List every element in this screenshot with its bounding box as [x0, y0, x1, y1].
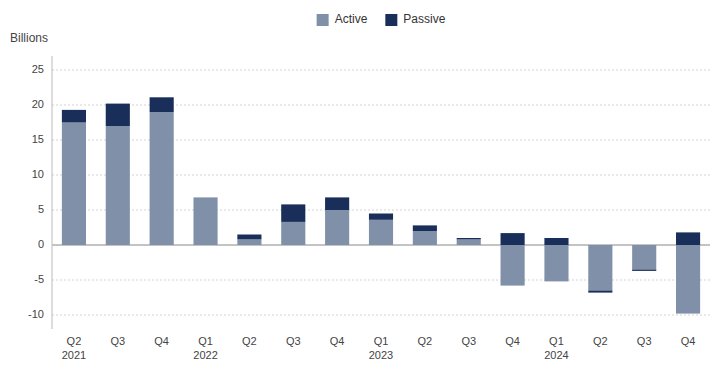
legend-swatch: [385, 14, 397, 26]
bar: [325, 197, 349, 210]
bar: [676, 245, 700, 314]
x-tick-label: Q4: [681, 335, 696, 347]
x-tick-label-line: 2022: [193, 349, 217, 361]
x-tick-label: Q2: [593, 335, 608, 347]
bar: [369, 220, 393, 245]
legend-label: Active: [335, 12, 368, 26]
x-tick-label-line: Q1: [198, 335, 213, 347]
x-tick-label: Q2: [418, 335, 433, 347]
x-tick-label-line: Q1: [549, 335, 564, 347]
x-tick-label-line: Q4: [681, 335, 696, 347]
x-tick-label: Q3: [286, 335, 301, 347]
bar: [544, 245, 568, 281]
x-tick-labels: Q2 2021 Q3 Q4 Q1 2022 Q2 Q3 Q4 Q1 2023 Q2 Q3 Q4 Q1 2024…: [62, 335, 696, 361]
x-tick-label: Q4: [505, 335, 520, 347]
x-tick-label-line: Q2: [67, 335, 82, 347]
bar: [106, 126, 130, 245]
x-tick-label: Q1 2024: [544, 335, 568, 361]
x-tick-label-line: Q4: [330, 335, 345, 347]
bar: [501, 233, 525, 245]
bar: [501, 245, 525, 286]
chart: -10 -5 0 5 10 15 20 25 Q2 2021 Q3 Q4 Q1 2022 Q2 Q3 Q4 Q1 2…: [0, 0, 726, 375]
x-tick-label-line: 2024: [544, 349, 568, 361]
bar: [62, 123, 86, 246]
y-tick-label: 20: [32, 98, 44, 110]
bar: [413, 231, 437, 245]
bar: [632, 270, 656, 271]
x-tick-label: Q2: [242, 335, 257, 347]
bar: [588, 245, 612, 291]
x-tick-label: Q1 2023: [369, 335, 393, 361]
bar: [237, 235, 261, 240]
y-tick-label: 0: [38, 238, 44, 250]
x-tick-label-line: Q4: [154, 335, 169, 347]
bar: [193, 197, 217, 245]
bar: [150, 112, 174, 245]
bar: [676, 232, 700, 245]
legend: Active Passive: [317, 12, 446, 26]
x-tick-label: Q4: [154, 335, 169, 347]
bar: [281, 222, 305, 245]
x-tick-label: Q3: [637, 335, 652, 347]
legend-swatch: [317, 14, 329, 26]
legend-label: Passive: [403, 12, 445, 26]
y-tick-label: -10: [28, 308, 44, 320]
x-tick-label-line: Q3: [286, 335, 301, 347]
bar: [150, 97, 174, 112]
x-tick-label-line: 2021: [62, 349, 86, 361]
y-tick-label: 10: [32, 168, 44, 180]
bar: [588, 291, 612, 293]
y-tick-label: 15: [32, 133, 44, 145]
x-tick-label-line: Q2: [418, 335, 433, 347]
x-tick-label: Q1 2022: [193, 335, 217, 361]
bars: [62, 97, 700, 313]
bar: [106, 104, 130, 126]
x-tick-label-line: Q3: [461, 335, 476, 347]
x-tick-label: Q3: [461, 335, 476, 347]
bar: [193, 197, 217, 198]
x-tick-label: Q3: [110, 335, 125, 347]
x-tick-label: Q4: [330, 335, 345, 347]
y-axis-label: Billions: [10, 31, 48, 45]
series: [62, 112, 700, 314]
bar: [457, 239, 481, 245]
x-tick-label-line: Q1: [374, 335, 389, 347]
y-tick-labels: -10 -5 0 5 10 15 20 25: [28, 63, 44, 320]
bar: [413, 225, 437, 231]
x-tick-label-line: Q3: [637, 335, 652, 347]
bar: [237, 239, 261, 245]
y-tick-label: 5: [38, 203, 44, 215]
y-tick-label: -5: [34, 273, 44, 285]
grid: [52, 70, 710, 315]
x-tick-label-line: Q3: [110, 335, 125, 347]
legend-item: Active: [317, 12, 368, 26]
bar: [325, 210, 349, 245]
y-tick-label: 25: [32, 63, 44, 75]
x-tick-label: Q2 2021: [62, 335, 86, 361]
grid-line: [52, 70, 710, 71]
x-tick-label-line: Q2: [242, 335, 257, 347]
y-axis-line: [52, 56, 53, 329]
bar: [62, 110, 86, 123]
legend-item: Passive: [385, 12, 445, 26]
x-tick-label-line: Q2: [593, 335, 608, 347]
x-tick-label-line: 2023: [369, 349, 393, 361]
bar: [457, 238, 481, 239]
bar: [369, 214, 393, 220]
bar: [281, 204, 305, 222]
bar: [544, 238, 568, 245]
x-tick-label-line: Q4: [505, 335, 520, 347]
bar: [632, 245, 656, 270]
grid-line: [52, 315, 710, 316]
series: [62, 97, 700, 292]
